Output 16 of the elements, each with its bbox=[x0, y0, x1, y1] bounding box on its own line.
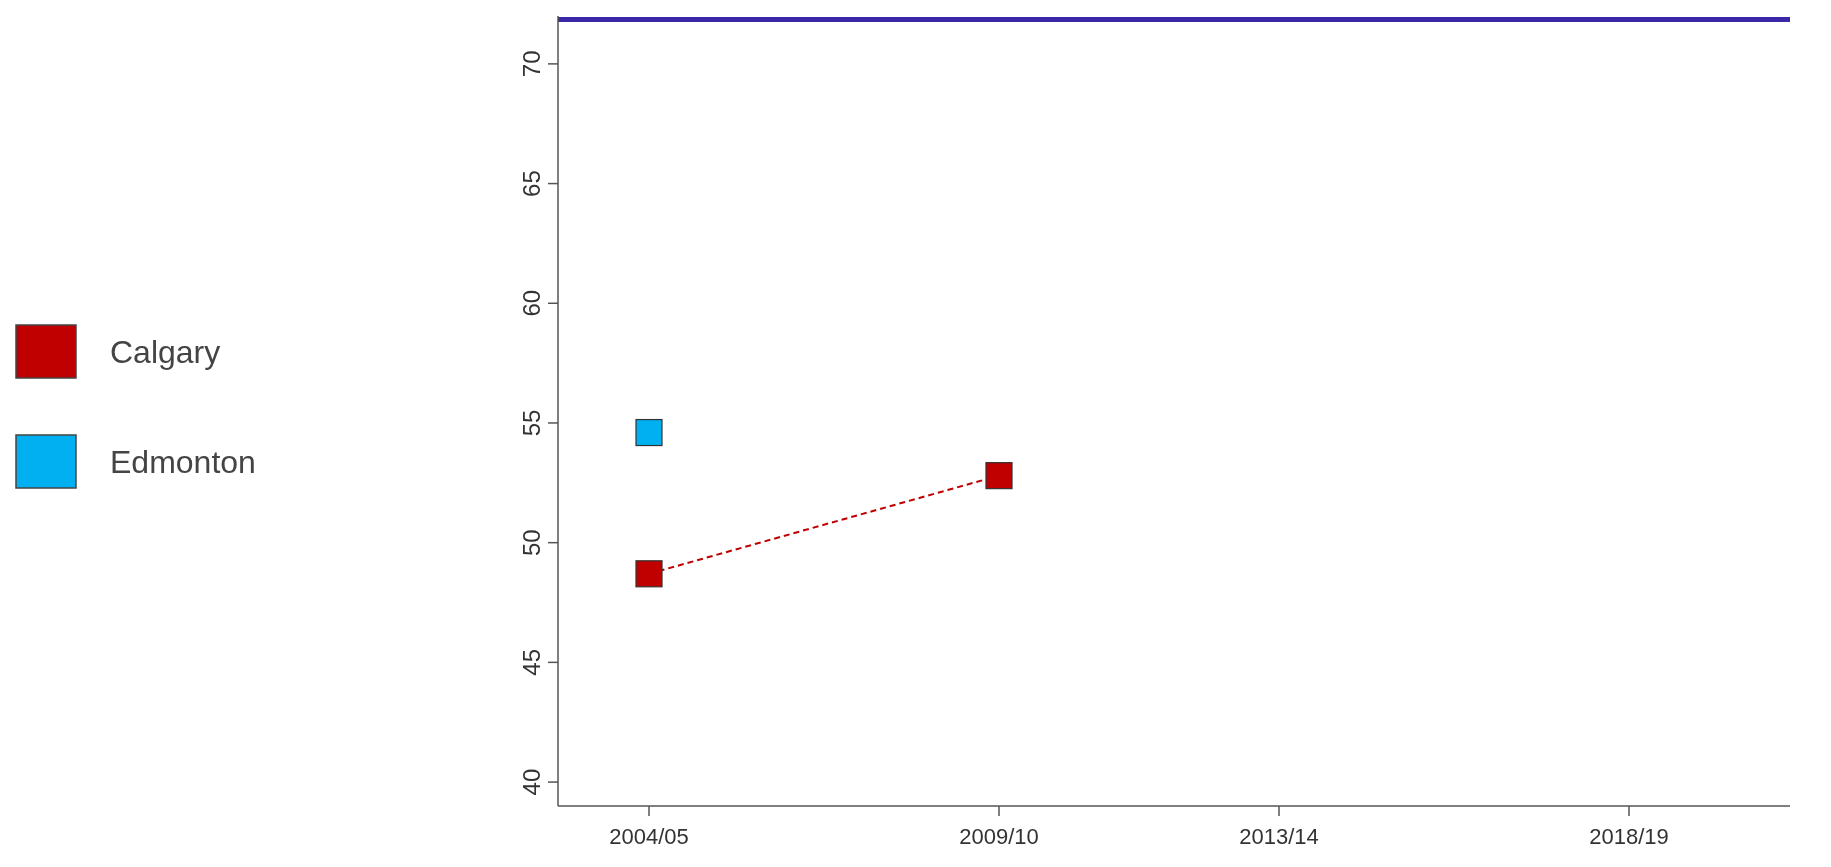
x-tick-label: 2004/05 bbox=[609, 824, 689, 849]
y-tick-label: 45 bbox=[518, 649, 545, 676]
legend-label: Calgary bbox=[110, 334, 221, 370]
y-tick-label: 50 bbox=[518, 529, 545, 557]
point bbox=[635, 560, 663, 588]
legend-label: Edmonton bbox=[110, 444, 256, 480]
y-tick-label: 65 bbox=[518, 170, 545, 197]
y-tick-label: 55 bbox=[518, 409, 545, 437]
x-tick-label: 2009/10 bbox=[959, 824, 1039, 849]
point bbox=[635, 418, 663, 447]
x-tick-label: 2018/19 bbox=[1589, 824, 1669, 849]
y-tick-label: 70 bbox=[518, 50, 545, 78]
y-tick-label: 40 bbox=[518, 768, 545, 796]
y-tick-label: 60 bbox=[518, 289, 545, 317]
point bbox=[985, 462, 1013, 490]
x-tick-label: 2013/14 bbox=[1239, 824, 1319, 849]
